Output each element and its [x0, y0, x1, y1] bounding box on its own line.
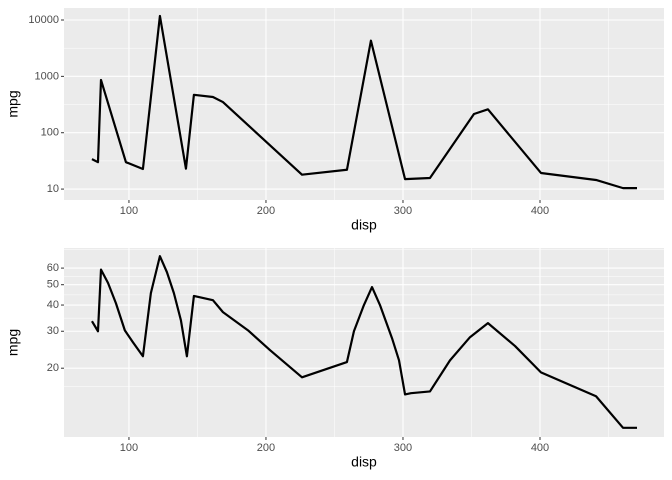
y-tick-label: 100 — [41, 127, 59, 139]
y-tick-label: 20 — [47, 362, 59, 374]
y-tick-label: 40 — [47, 299, 59, 311]
x-tick-label: 300 — [394, 442, 412, 454]
data-line — [91, 255, 638, 429]
y-axis-title: mpg — [5, 90, 21, 117]
x-tick-label: 200 — [257, 205, 275, 217]
y-tick-label: 10000 — [28, 14, 59, 26]
y-tick-label: 50 — [47, 279, 59, 291]
data-line — [91, 14, 638, 190]
x-axis-title: disp — [351, 217, 377, 233]
y-tick-label: 30 — [47, 325, 59, 337]
y-tick-label: 1000 — [35, 70, 59, 82]
y-tick-label: 60 — [47, 262, 59, 274]
x-tick-label: 100 — [120, 205, 138, 217]
panel-background — [64, 248, 664, 437]
x-tick-label: 400 — [531, 442, 549, 454]
x-tick-label: 100 — [120, 442, 138, 454]
x-tick-label: 400 — [531, 205, 549, 217]
x-tick-label: 200 — [257, 442, 275, 454]
y-axis-title: mpg — [5, 329, 21, 356]
x-tick-label: 300 — [394, 205, 412, 217]
x-axis-title: disp — [351, 454, 377, 470]
y-tick-label: 10 — [47, 183, 59, 195]
panel-background — [64, 8, 664, 200]
